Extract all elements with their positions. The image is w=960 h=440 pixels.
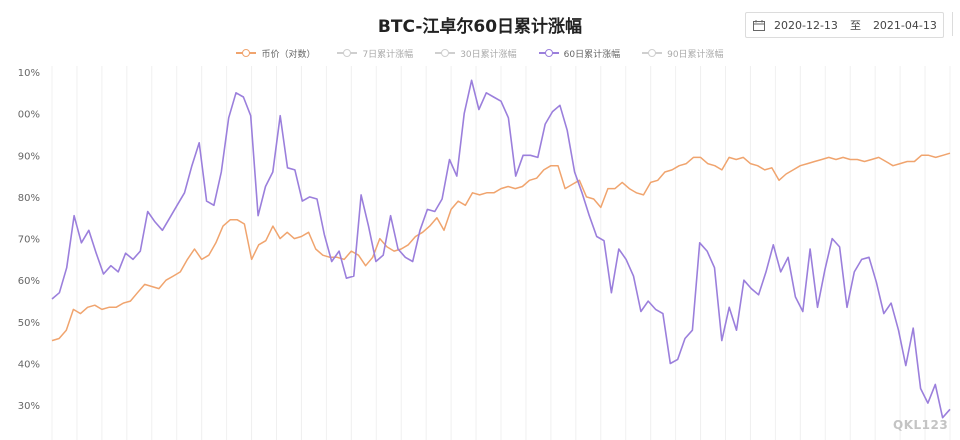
series-line-price <box>51 152 951 342</box>
legend-label: 30日累计涨幅 <box>460 49 517 60</box>
grid-lines <box>51 66 951 440</box>
chart-legend: 币价（对数） 7日累计涨幅 30日累计涨幅 60日累计涨幅 90日累计涨幅 <box>0 46 960 60</box>
calendar-icon <box>753 19 765 31</box>
legend-marker-price <box>236 48 257 58</box>
y-tick-label: 50% <box>18 318 40 329</box>
y-tick-label: 70% <box>18 235 40 246</box>
start-date[interactable]: 2020-12-13 <box>774 18 838 32</box>
chart-title: BTC-江卓尔60日累计涨幅 <box>377 17 583 37</box>
series-lines <box>51 79 951 419</box>
date-separator: 至 <box>849 19 861 32</box>
legend-label: 60日累计涨幅 <box>563 49 621 60</box>
legend-item-90d[interactable]: 90日累计涨幅 <box>642 46 724 60</box>
legend-marker-7d <box>337 48 358 58</box>
legend-label: 7日累计涨幅 <box>362 49 414 60</box>
legend-label: 币价（对数） <box>261 49 316 60</box>
series-line-60d <box>51 79 951 419</box>
y-axis-tick-labels: 10% 00% 90% 80% 70% 60% 50% 40% 30% <box>18 68 40 412</box>
legend-item-7d[interactable]: 7日累计涨幅 <box>337 46 413 60</box>
legend-marker-60d <box>538 48 559 58</box>
y-tick-label: 90% <box>18 151 40 162</box>
legend-item-30d[interactable]: 30日累计涨幅 <box>435 46 517 60</box>
y-tick-label: 60% <box>18 276 40 287</box>
end-date[interactable]: 2021-04-13 <box>872 18 937 32</box>
legend-marker-90d <box>642 48 663 58</box>
legend-marker-30d <box>435 48 456 58</box>
y-tick-label: 30% <box>18 401 40 412</box>
legend-item-price[interactable]: 币价（对数） <box>236 46 315 60</box>
date-picker-edge <box>952 12 960 36</box>
y-tick-label: 10% <box>18 68 40 79</box>
legend-item-60d[interactable]: 60日累计涨幅 <box>538 46 621 60</box>
y-tick-label: 40% <box>18 360 40 371</box>
watermark: QKL123 <box>893 418 949 432</box>
legend-label: 90日累计涨幅 <box>667 49 724 60</box>
y-tick-label: 80% <box>18 193 40 204</box>
y-tick-label: 00% <box>18 110 40 121</box>
date-range-picker[interactable]: 2020-12-13 至 2021-04-13 <box>745 12 944 38</box>
